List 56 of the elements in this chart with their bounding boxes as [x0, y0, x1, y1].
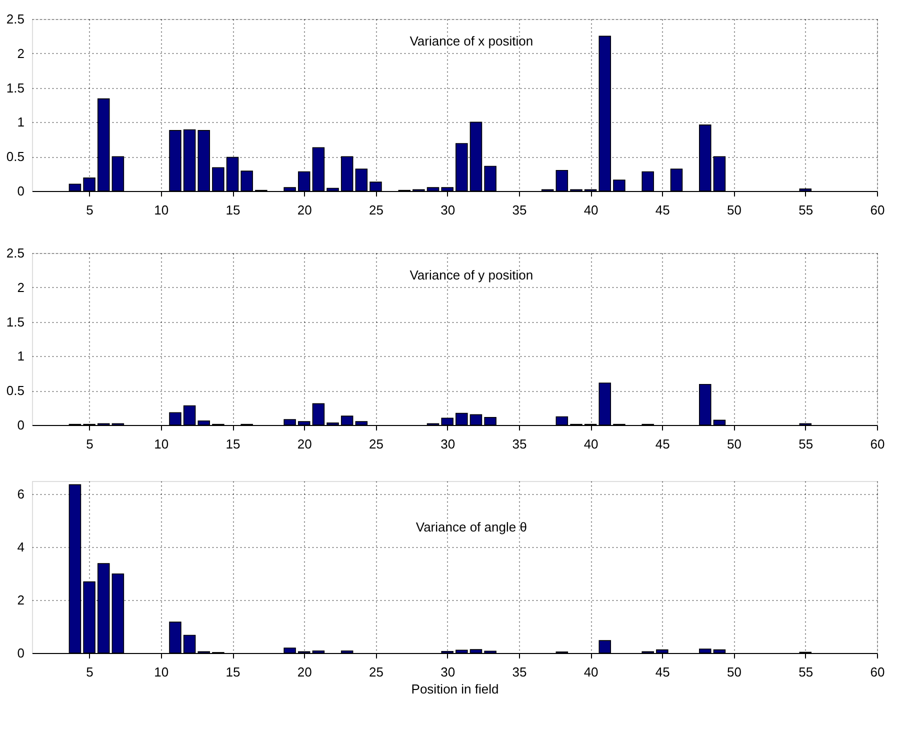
- x-tick-label: 50: [727, 436, 742, 452]
- x-tick-label: 20: [297, 202, 312, 218]
- x-tick-label: 5: [86, 664, 94, 680]
- x-tick-label: 25: [368, 436, 384, 452]
- x-tick-label: 20: [297, 664, 312, 680]
- y-tick-label: 2.5: [6, 12, 24, 26]
- y-tick-label: 2.5: [6, 246, 24, 260]
- y-tick-label: 0: [17, 184, 24, 198]
- y-tick-label: 0: [17, 646, 24, 660]
- x-tick-label: 30: [440, 436, 456, 452]
- y-tick-label: 0.5: [6, 149, 24, 164]
- x-tick-label: 10: [154, 436, 169, 452]
- x-tick-label: 25: [368, 664, 384, 680]
- text: Variance of angle θ: [416, 519, 527, 534]
- text: Variance of x position: [410, 33, 534, 48]
- text: Variance of y position: [410, 267, 534, 282]
- x-tick-label: 60: [870, 202, 885, 218]
- x-tick-label: 40: [584, 202, 598, 218]
- x-tick-label: 35: [512, 664, 527, 680]
- y-tick-label: 1: [17, 348, 24, 364]
- x-tick-label: 40: [584, 664, 598, 680]
- x-tick-label: 50: [727, 664, 742, 680]
- x-tick-label: 15: [226, 664, 240, 680]
- x-tick-label: 55: [798, 664, 814, 680]
- x-tick-label: 20: [297, 436, 312, 452]
- x-axis-title: Position in field: [411, 682, 499, 696]
- x-tick-label: 5: [86, 202, 94, 218]
- x-tick-label: 45: [655, 664, 670, 680]
- x-tick-label: 50: [727, 202, 742, 218]
- x-tick-label: 55: [798, 436, 814, 452]
- x-tick-label: 35: [512, 436, 527, 452]
- x-tick-label: 60: [870, 664, 885, 680]
- x-tick-label: 55: [798, 202, 814, 218]
- y-tick-label: 1.5: [6, 80, 24, 96]
- y-tick-label: 2: [17, 46, 24, 61]
- x-tick-label: 60: [870, 436, 885, 452]
- x-tick-label: 45: [655, 436, 670, 452]
- x-tick-label: 30: [440, 664, 456, 680]
- y-tick-label: 2: [17, 592, 24, 608]
- y-tick-label: 0.5: [6, 383, 24, 398]
- x-tick-label: 40: [584, 436, 598, 452]
- y-tick-label: 1: [17, 114, 24, 130]
- x-tick-label: 45: [655, 202, 670, 218]
- y-tick-label: 1.5: [6, 314, 24, 330]
- x-tick-label: 15: [226, 202, 240, 218]
- y-tick-label: 2: [17, 280, 24, 295]
- x-tick-label: 35: [512, 202, 527, 218]
- x-tick-label: 10: [154, 664, 169, 680]
- x-tick-label: 15: [226, 436, 240, 452]
- x-tick-label: 10: [154, 202, 169, 218]
- y-tick-label: 4: [17, 540, 24, 555]
- x-tick-label: 25: [368, 202, 384, 218]
- y-tick-label: 6: [17, 486, 24, 502]
- y-tick-label: 0: [17, 418, 24, 432]
- x-tick-label: 5: [86, 436, 94, 452]
- x-tick-label: 30: [440, 202, 456, 218]
